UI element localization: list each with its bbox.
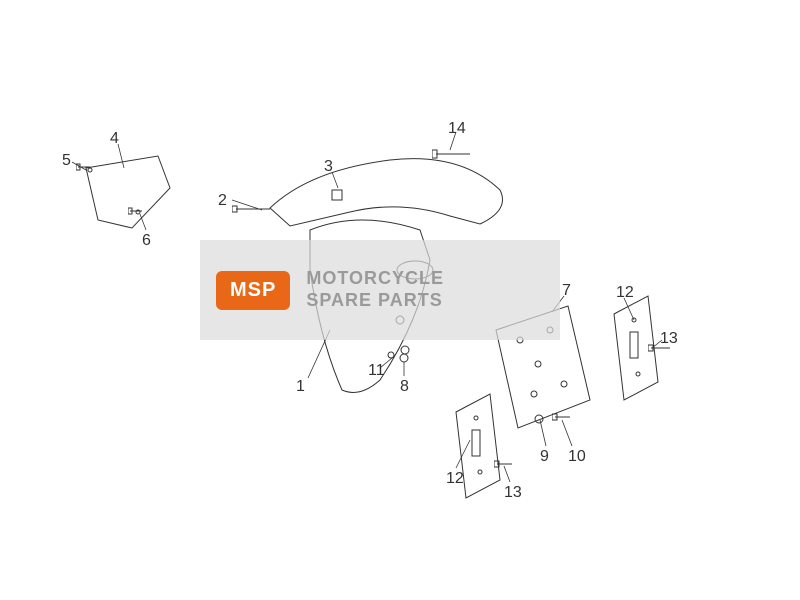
- callout-1: 1: [296, 378, 305, 396]
- part-screw-9: [532, 412, 546, 426]
- part-screw-6: [128, 206, 144, 216]
- callout-2: 2: [218, 192, 227, 210]
- callout-11: 11: [368, 362, 385, 380]
- callout-7: 7: [562, 282, 571, 300]
- watermark-overlay: MSP MOTORCYCLE SPARE PARTS: [200, 240, 560, 340]
- callout-12: 12: [616, 284, 634, 302]
- diagram-container: MSP MOTORCYCLE SPARE PARTS 1234567891011…: [0, 0, 800, 600]
- callout-9: 9: [540, 448, 549, 466]
- part-screw-2: [232, 204, 272, 214]
- part-nut-8: [398, 352, 410, 364]
- watermark-line1: MOTORCYCLE: [306, 268, 444, 290]
- callout-3: 3: [324, 158, 333, 176]
- part-screw-13-left: [494, 458, 514, 470]
- callout-10: 10: [568, 448, 586, 466]
- part-screw-14: [432, 148, 472, 160]
- watermark-text: MOTORCYCLE SPARE PARTS: [306, 268, 444, 311]
- callout-13: 13: [660, 330, 678, 348]
- callout-12: 12: [446, 470, 464, 488]
- part-washer-11: [386, 350, 396, 360]
- watermark-badge: MSP: [216, 271, 290, 310]
- part-screw-10: [552, 410, 572, 424]
- callout-6: 6: [142, 232, 151, 250]
- callout-13: 13: [504, 484, 522, 502]
- callout-4: 4: [110, 130, 119, 148]
- part-mudguard-flap: [80, 150, 175, 235]
- callout-14: 14: [448, 120, 466, 138]
- callout-8: 8: [400, 378, 409, 396]
- callout-5: 5: [62, 152, 71, 170]
- part-screw-5: [76, 162, 92, 172]
- watermark-line2: SPARE PARTS: [306, 290, 444, 312]
